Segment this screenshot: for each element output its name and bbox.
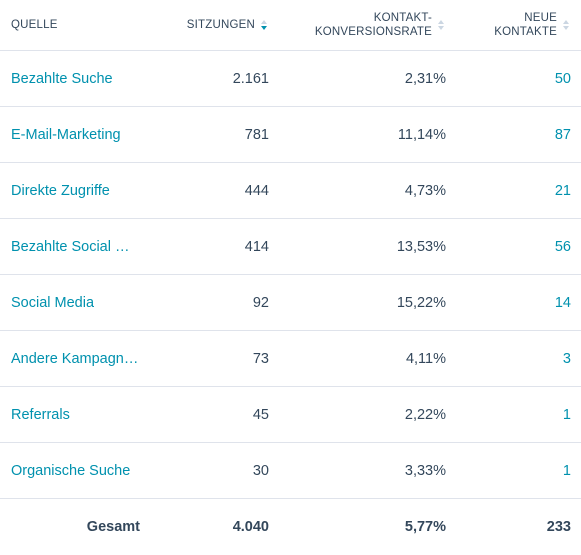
table-row: Bezahlte Suche 2.161 2,31% 50	[0, 51, 581, 107]
sessions-value: 444	[244, 182, 269, 199]
table-header: QUELLE SITZUNGEN KONTAKT- KONVERSIONSRAT…	[0, 0, 581, 51]
table-row: Social Media 92 15,22% 14	[0, 275, 581, 331]
table-total-row: Gesamt 4.040 5,77% 233	[0, 499, 581, 555]
conversion-rate-value: 11,14%	[397, 126, 446, 143]
sessions-value: 45	[252, 406, 269, 423]
new-contacts-link[interactable]: 50	[554, 70, 571, 87]
conversion-rate-value: 2,31%	[404, 70, 446, 87]
total-sessions: 4.040	[232, 519, 269, 535]
column-header-contacts-line1: NEUE	[524, 12, 557, 24]
new-contacts-link[interactable]: 87	[554, 126, 571, 143]
sessions-value: 781	[244, 126, 269, 143]
source-link[interactable]: Referrals	[11, 406, 70, 423]
conversion-rate-value: 13,53%	[396, 238, 446, 255]
source-link[interactable]: Direkte Zugriffe	[11, 182, 110, 199]
conversion-rate-value: 2,22%	[404, 406, 446, 423]
source-link[interactable]: Bezahlte Social M…	[11, 238, 141, 255]
source-link[interactable]: Organische Suche	[11, 462, 131, 479]
conversion-rate-value: 4,11%	[405, 350, 446, 367]
column-header-new-contacts[interactable]: NEUE KONTAKTE	[450, 0, 571, 50]
sessions-value: 73	[252, 350, 269, 367]
total-new-contacts: 233	[546, 519, 571, 535]
conversion-rate-value: 4,73%	[404, 182, 446, 199]
column-header-sessions-label: SITZUNGEN	[186, 19, 255, 31]
source-link[interactable]: Bezahlte Suche	[11, 70, 113, 87]
total-label: Gesamt	[86, 519, 140, 535]
source-link[interactable]: Social Media	[11, 294, 95, 311]
source-link[interactable]: E-Mail-Marketing	[11, 126, 121, 143]
column-header-source[interactable]: QUELLE	[11, 0, 146, 50]
column-header-conversion-rate[interactable]: KONTAKT- KONVERSIONSRATE	[280, 0, 446, 50]
column-header-rate-line2: KONVERSIONSRATE	[314, 26, 432, 38]
conversion-rate-value: 15,22%	[396, 294, 446, 311]
table-body: Bezahlte Suche 2.161 2,31% 50 E-Mail-Marketi…	[0, 51, 581, 499]
column-header-source-label: QUELLE	[11, 19, 58, 31]
table-row: Andere Kampagn… 73 4,11% 3	[0, 331, 581, 387]
new-contacts-link[interactable]: 56	[554, 238, 571, 255]
table-row: Referrals 45 2,22% 1	[0, 387, 581, 443]
table-row: Bezahlte Social M… 414 13,53% 56	[0, 219, 581, 275]
column-header-contacts-line2: KONTAKTE	[494, 26, 557, 38]
column-header-sessions[interactable]: SITZUNGEN	[150, 0, 269, 50]
source-link[interactable]: Andere Kampagn…	[11, 350, 139, 367]
table-row: Direkte Zugriffe 444 4,73% 21	[0, 163, 581, 219]
table-row: E-Mail-Marketing 781 11,14% 87	[0, 107, 581, 163]
new-contacts-link[interactable]: 1	[562, 406, 571, 423]
new-contacts-link[interactable]: 1	[562, 462, 571, 479]
new-contacts-link[interactable]: 14	[554, 294, 571, 311]
column-header-rate-line1: KONTAKT-	[373, 12, 432, 24]
sessions-value: 414	[244, 238, 269, 255]
conversion-rate-value: 3,33%	[404, 462, 446, 479]
sessions-value: 92	[252, 294, 269, 311]
sessions-value: 30	[252, 462, 269, 479]
table-row: Organische Suche 30 3,33% 1	[0, 443, 581, 499]
sort-icon[interactable]	[563, 20, 571, 30]
new-contacts-link[interactable]: 21	[554, 182, 571, 199]
sessions-value: 2.161	[232, 70, 269, 87]
sort-icon[interactable]	[438, 20, 446, 30]
total-conversion-rate: 5,77%	[404, 519, 446, 535]
new-contacts-link[interactable]: 3	[562, 350, 571, 367]
sort-descending-icon[interactable]	[261, 20, 269, 30]
